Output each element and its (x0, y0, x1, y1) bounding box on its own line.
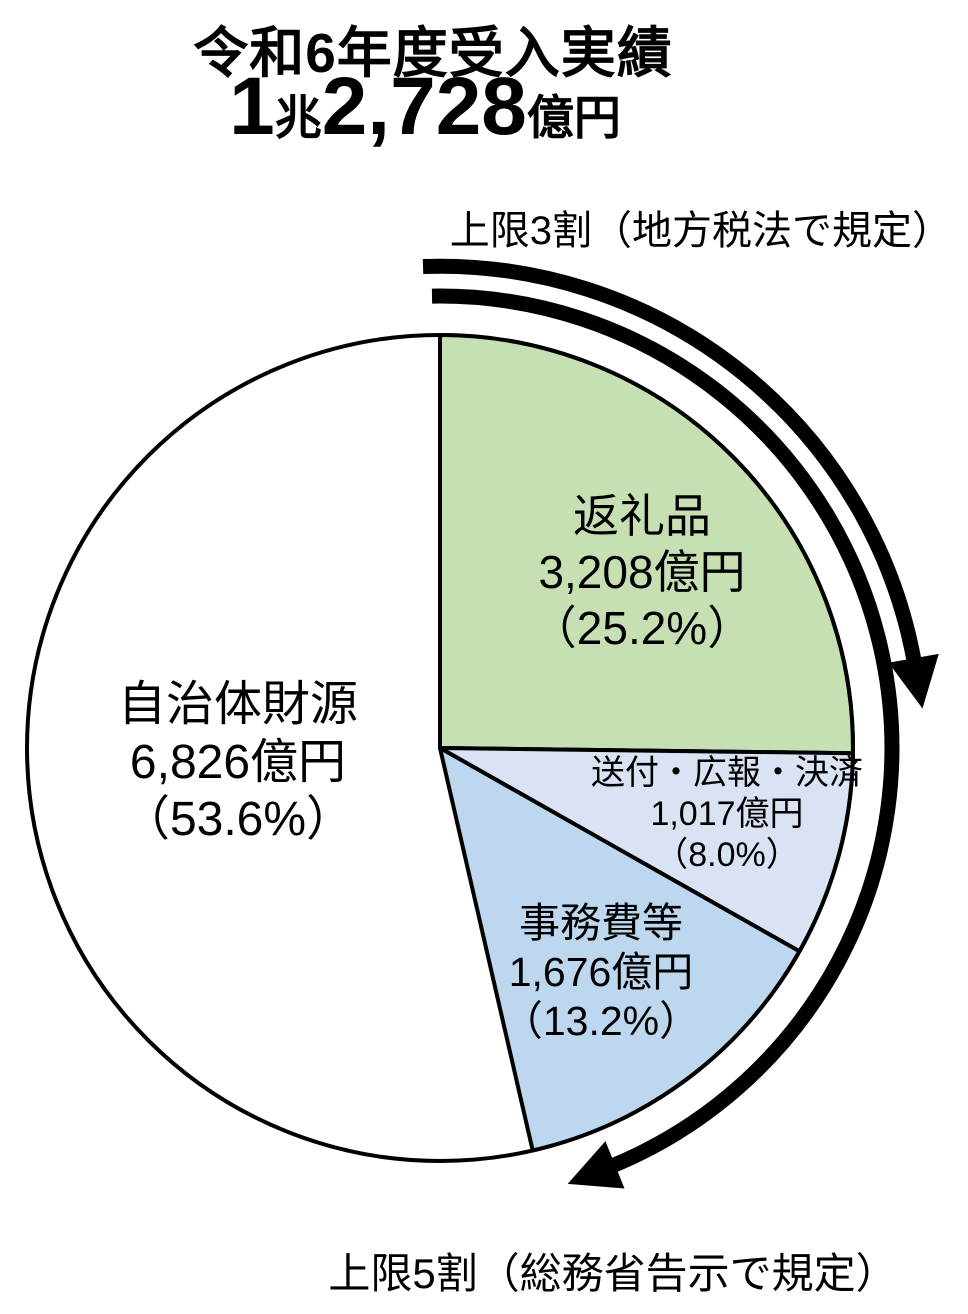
slice-amount: 6,826億円 (129, 735, 347, 789)
slice-percent: （25.2%） (530, 602, 754, 655)
total-amount-oku-digits: 2,728 (321, 61, 527, 152)
slice-amount: 1,676億円 (508, 949, 694, 996)
slice-amount: 3,208億円 (538, 546, 746, 599)
total-amount-trillion-digit: 1 (229, 61, 275, 152)
slice-name: 自治体財源 (117, 678, 359, 731)
slice-percent: （53.6%） (121, 793, 355, 847)
slice-amount: 1,017億円 (650, 794, 804, 833)
total-amount-oku-unit: 億円 (526, 91, 621, 144)
slice-label-jimuhi-to: 事務費等 1,676億円 （13.2%） (502, 899, 700, 1047)
slice-name: 返礼品 (573, 490, 711, 542)
pie-slice-sofu-koho-kessai (438, 746, 855, 954)
slice-percent: （8.0%） (654, 835, 800, 874)
annotation-limit-50-percent: 上限5割（総務省告示で規定） (328, 1250, 898, 1297)
limit-50-percent-arrow (431, 288, 900, 1189)
slice-label-jichitai-zaigen: 自治体財源 6,826億円 （53.6%） (118, 676, 358, 849)
total-amount: 1兆2,728億円 (229, 61, 621, 152)
pie-slice-jimuhi-to (438, 746, 802, 1153)
slice-percent: （13.2%） (501, 998, 701, 1045)
total-amount-trillion-unit: 兆 (274, 91, 322, 144)
slice-name: 事務費等 (518, 900, 683, 946)
slice-label-henreihin: 返礼品 3,208億円 （25.2%） (531, 488, 753, 656)
limit-30-percent-arrow (422, 258, 939, 709)
annotation-limit-30-percent: 上限3割（地方税法で規定） (449, 209, 952, 253)
slice-label-sofu-koho-kessai: 送付・広報・決済 1,017億円 （8.0%） (591, 753, 863, 875)
slice-name: 送付・広報・決済 (591, 754, 863, 792)
pie-slice-henreihin (438, 333, 855, 756)
page-title: 令和6年度受入実績 (193, 22, 673, 84)
